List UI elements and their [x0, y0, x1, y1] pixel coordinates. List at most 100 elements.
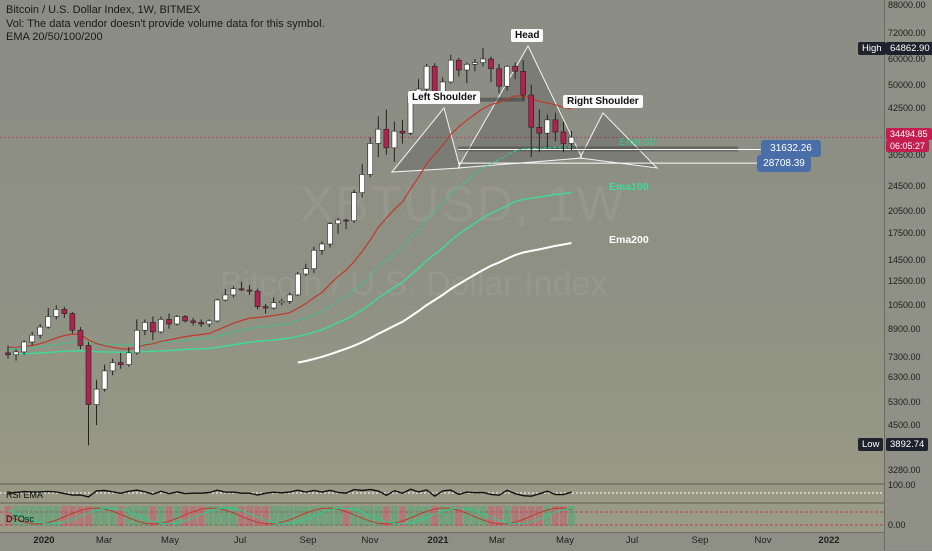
candle-body — [174, 316, 180, 325]
candle — [174, 315, 180, 326]
price-tick-label: 100.00 — [888, 480, 916, 490]
last-price-tag: 34494.85 — [886, 128, 932, 140]
volume-note: Vol: The data vendor doesn't provide vol… — [6, 17, 325, 30]
time-label: May — [161, 535, 179, 546]
candle — [520, 60, 527, 100]
time-label: Nov — [754, 535, 772, 546]
candle — [480, 48, 486, 67]
dto-bar — [487, 506, 495, 526]
dto-bar — [133, 506, 141, 526]
dto-bar — [44, 506, 52, 526]
dto-bar — [101, 506, 109, 526]
symbol-title[interactable]: Bitcoin / U.S. Dollar Index, 1W, BITMEX — [6, 4, 201, 16]
right-shoulder-label[interactable]: Right Shoulder — [563, 95, 643, 108]
candle — [85, 341, 92, 446]
candle-body — [77, 329, 84, 346]
dto-bar — [36, 506, 44, 526]
candle-body — [568, 136, 575, 144]
level-lower-label[interactable]: 28708.39 — [757, 155, 811, 172]
candle — [270, 297, 277, 310]
candle — [343, 218, 349, 230]
dto-bar — [318, 506, 326, 526]
dto-label[interactable]: DTOsc — [6, 514, 34, 524]
main-chart-svg[interactable] — [0, 0, 884, 532]
candle — [375, 116, 382, 157]
candle-body — [29, 334, 35, 343]
candle — [568, 131, 575, 151]
dto-bar — [278, 506, 286, 526]
candle-body — [496, 68, 502, 87]
price-axis[interactable] — [884, 0, 932, 550]
candle — [5, 345, 11, 359]
candle-body — [303, 268, 309, 275]
candle-body — [544, 119, 551, 134]
candle — [278, 298, 285, 306]
candle — [488, 56, 494, 82]
dto-bar — [68, 506, 76, 526]
dto-bar — [20, 506, 28, 526]
price-tick-label: 8900.00 — [888, 323, 921, 334]
candle — [254, 288, 261, 310]
candle-body — [294, 273, 301, 296]
candle-body — [254, 290, 261, 307]
dto-bar — [246, 506, 253, 526]
dto-bar — [366, 506, 374, 526]
dto-bar — [326, 506, 334, 526]
candle — [222, 288, 229, 302]
level-upper-label[interactable]: 31632.26 — [761, 140, 821, 157]
candle-body — [375, 128, 382, 144]
dto-bar — [374, 506, 382, 526]
candle-body — [560, 131, 567, 144]
candle-body — [125, 352, 132, 365]
left-shoulder-label[interactable]: Left Shoulder — [408, 91, 481, 104]
price-tick-label: 24500.00 — [888, 180, 926, 191]
candle-body — [327, 223, 333, 245]
dto-bar — [181, 506, 189, 526]
dto-bar — [197, 506, 205, 526]
candle-body — [319, 243, 325, 251]
indicator-label[interactable]: EMA 20/50/100/200 — [6, 31, 103, 43]
candle-body — [286, 294, 293, 302]
dto-bar — [93, 506, 101, 526]
candle — [158, 316, 164, 334]
head-label[interactable]: Head — [511, 29, 544, 42]
price-tick-label: 60000.00 — [888, 54, 926, 64]
candle — [447, 54, 454, 84]
dto-bar — [12, 506, 20, 526]
dto-bar — [503, 506, 511, 526]
candle — [262, 303, 269, 314]
chart-header: Bitcoin / U.S. Dollar Index, 1W, BITMEX … — [6, 4, 325, 45]
price-tick-label: 17500.00 — [888, 228, 926, 239]
candle-body — [343, 219, 349, 222]
time-axis[interactable] — [0, 532, 884, 551]
candle-body — [528, 94, 535, 128]
price-tick-label: 30500.00 — [888, 149, 926, 160]
price-tick-label: 72000.00 — [888, 28, 926, 39]
ema50-line — [7, 146, 572, 350]
candle-body — [61, 309, 68, 314]
candle-body — [13, 351, 19, 356]
candle-body — [5, 352, 11, 356]
dto-bar — [149, 506, 157, 526]
dto-bar — [398, 506, 406, 526]
candle — [335, 217, 341, 234]
countdown-tag: 06:05:27 — [886, 140, 930, 152]
candle — [190, 317, 196, 326]
candle-body — [335, 219, 341, 225]
dto-slow-line — [7, 507, 572, 525]
candle — [327, 222, 333, 248]
candle — [182, 315, 188, 323]
candle-body — [166, 319, 172, 325]
candle — [61, 306, 68, 318]
price-tick-label: 20500.00 — [888, 205, 926, 216]
candle-body — [85, 345, 92, 405]
dto-bar — [286, 506, 294, 526]
dto-bar — [447, 506, 455, 526]
dto-bar — [382, 506, 390, 526]
candle-body — [101, 370, 108, 390]
candle — [391, 121, 398, 162]
ema200-line — [297, 242, 572, 364]
dto-bar — [302, 506, 310, 526]
rsi-ema-label[interactable]: RSI EMA — [6, 490, 44, 500]
